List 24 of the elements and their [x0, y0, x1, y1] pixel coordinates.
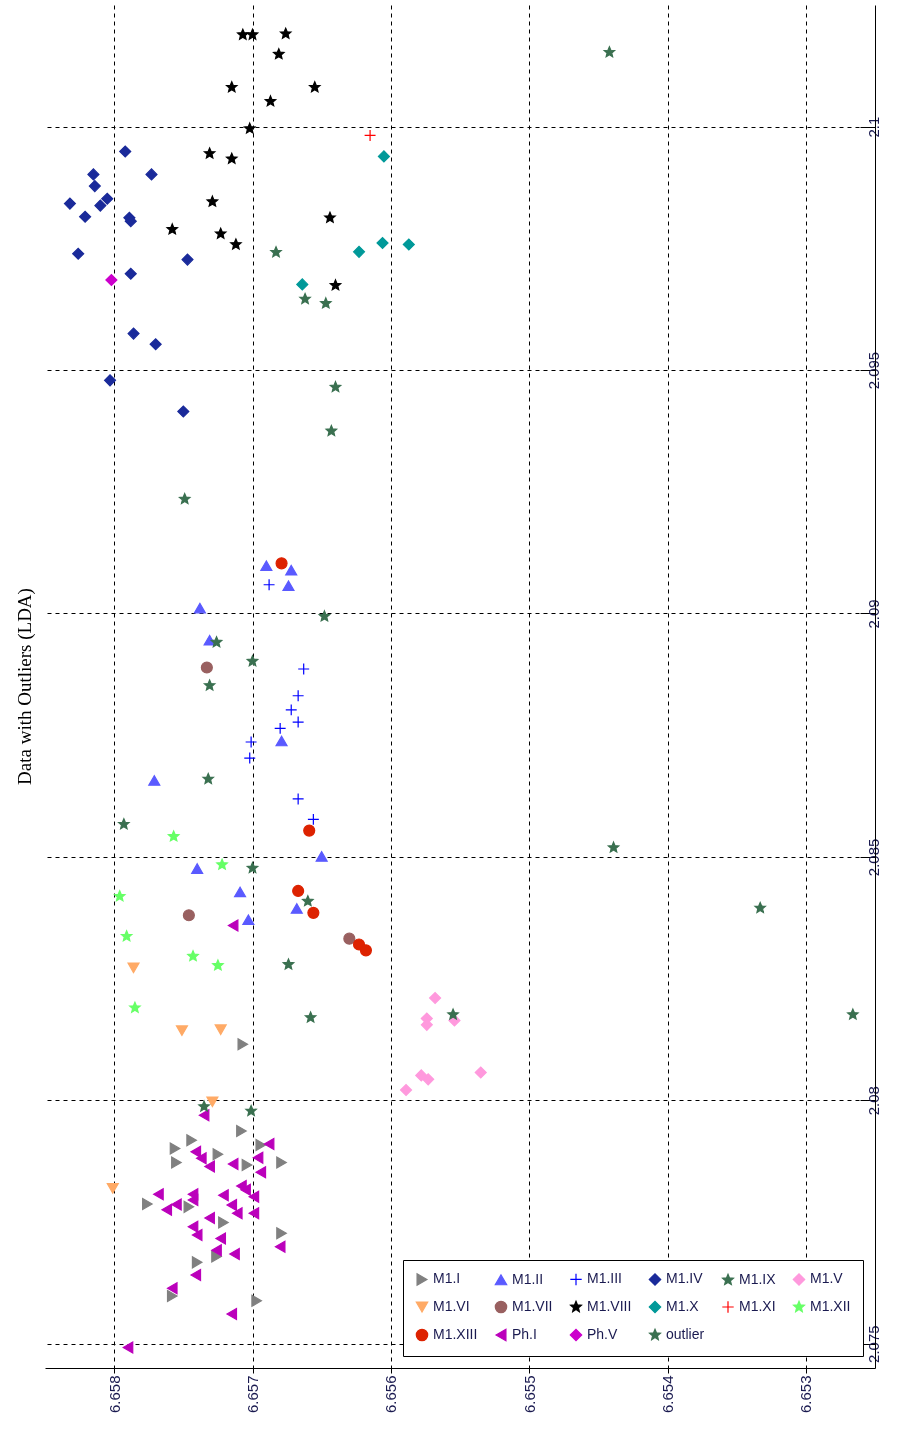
legend-label: M1.VI [433, 1298, 470, 1314]
legend-label: M1.IX [739, 1270, 777, 1287]
legend-label: M1.II [512, 1270, 544, 1287]
legend-label: M1.X [666, 1298, 700, 1314]
x-tick-label: 6.657 [244, 1375, 261, 1414]
legend-label: M1.XI [739, 1298, 776, 1314]
x-tick-label: 6.653 [797, 1375, 815, 1414]
legend-label: M1.V [810, 1270, 844, 1287]
text: Data with Outliers (LDA) [14, 588, 36, 785]
y-tick-label: 2.095 [864, 351, 882, 390]
legend-label: Ph.I [512, 1326, 537, 1342]
legend-label: M1.IV [666, 1270, 704, 1287]
x-tick-label: 6.654 [659, 1375, 676, 1414]
legend-label: M1.III [587, 1270, 623, 1287]
legend-label: M1.XII [810, 1298, 851, 1314]
legend-label: M1.XIII [433, 1326, 478, 1342]
x-tick-label: 6.658 [105, 1375, 123, 1414]
legend-label: Ph.V [587, 1326, 619, 1342]
legend-label: M1.VII [512, 1298, 553, 1314]
x-tick-label: 6.656 [382, 1375, 400, 1414]
x-tick-label: 6.655 [520, 1375, 538, 1414]
legend-label: M1.I [433, 1270, 461, 1287]
legend-label: outlier [666, 1326, 705, 1342]
legend-label: M1.VIII [587, 1298, 632, 1314]
